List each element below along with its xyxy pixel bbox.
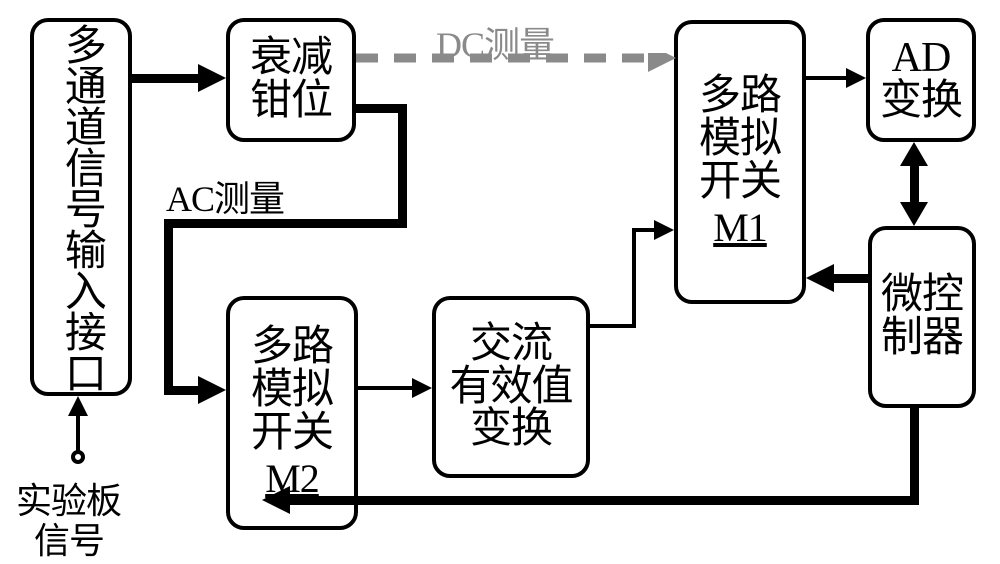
label-sig-2: 信号 — [34, 512, 104, 564]
seg-mcu-m2-v1 — [910, 408, 919, 504]
node-mux-m2: 多路 模拟 开关 M2 — [226, 296, 358, 530]
node-ad: AD 变换 — [866, 18, 976, 142]
node-rms: 交流 有效值 变换 — [432, 296, 590, 478]
arrowhead-icon — [900, 202, 928, 226]
diagram-canvas: 多通道信号输入接口 衰减 钳位 多路 模拟 开关 M2 交流 有效值 变换 多路… — [0, 0, 1000, 563]
node-mux-m1: 多路 模拟 开关 M1 — [674, 20, 806, 304]
seg-sig-v — [76, 414, 80, 452]
signal-dot-icon — [71, 450, 85, 464]
arrow-m1-ad — [806, 76, 848, 80]
arrowhead-icon — [68, 396, 88, 416]
arrowhead-icon — [806, 264, 834, 292]
seg-ac-v — [164, 219, 173, 390]
arrow-ad-mcu — [910, 164, 919, 204]
node-attenuation-clamp: 衰减 钳位 — [226, 18, 356, 142]
seg-ac-h — [164, 219, 407, 228]
seg-atten-h — [354, 104, 402, 113]
seg-rms-h1 — [590, 324, 636, 328]
seg-mcu-m2-h — [288, 496, 919, 505]
arrowhead-icon — [262, 486, 290, 514]
arrow-m2-rms — [358, 386, 414, 390]
seg-rms-h2 — [632, 228, 656, 232]
seg-ac-into-m2 — [164, 386, 202, 395]
node-mcu: 微控 制器 — [868, 226, 976, 408]
arrow-dc-dash — [356, 53, 676, 73]
arrow-in-to-atten — [132, 74, 202, 83]
arrowhead-icon — [198, 376, 226, 404]
arrow-mcu-m1 — [832, 274, 868, 283]
label-ac: AC测量 — [166, 170, 284, 222]
arrowhead-icon — [412, 378, 432, 398]
arrowhead-icon — [654, 220, 674, 240]
arrowhead-icon — [846, 68, 866, 88]
arrowhead-icon — [198, 64, 226, 92]
seg-rms-v — [632, 228, 636, 328]
node-input-text: 多通道信号输入接口 — [60, 23, 103, 392]
seg-atten-v — [398, 104, 407, 228]
arrowhead-icon — [900, 142, 928, 166]
node-input: 多通道信号输入接口 — [30, 18, 132, 396]
